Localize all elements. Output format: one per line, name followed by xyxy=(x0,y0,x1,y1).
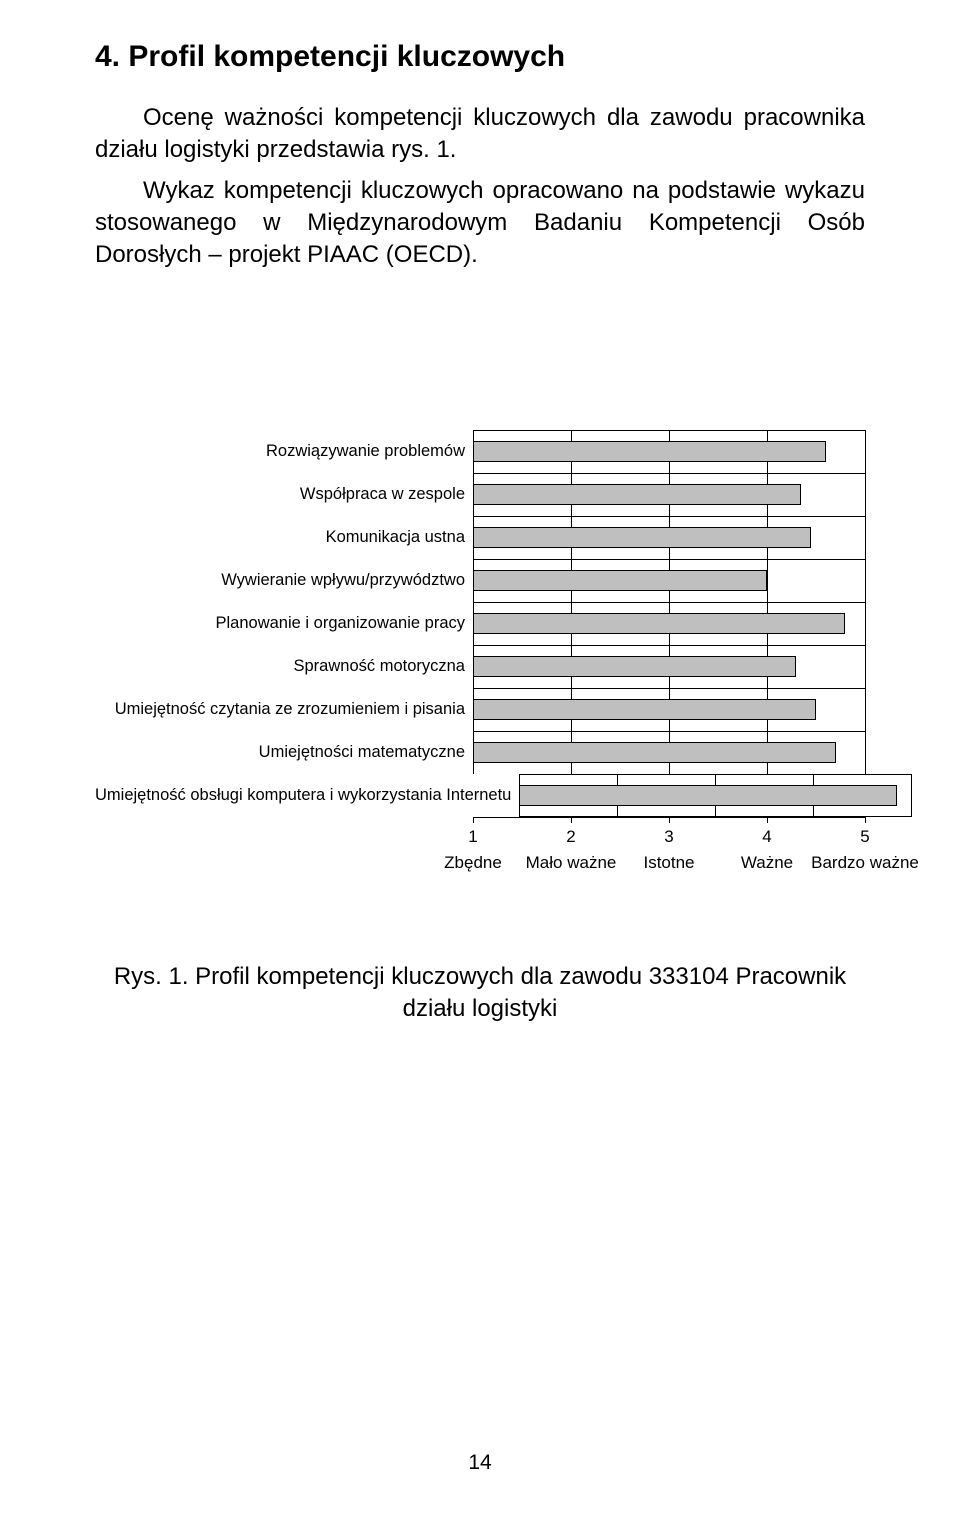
tick-number: 5 xyxy=(860,827,869,847)
tick-mark xyxy=(473,817,474,823)
gridline xyxy=(865,430,866,473)
chart-row: Współpraca w zespole xyxy=(95,473,865,516)
gridline xyxy=(865,602,866,645)
tick-label: Ważne xyxy=(741,853,793,873)
chart-row-label: Sprawność motoryczna xyxy=(95,645,473,688)
chart-row-label: Komunikacja ustna xyxy=(95,516,473,559)
chart-row-plot xyxy=(473,688,865,731)
chart-row-plot xyxy=(473,430,865,473)
tick-label: Zbędne xyxy=(444,853,502,873)
gridline xyxy=(865,559,866,602)
gridline xyxy=(865,688,866,731)
chart-row-plot xyxy=(473,645,865,688)
tick-mark xyxy=(571,817,572,823)
intro-paragraph-1-text: Ocenę ważności kompetencji kluczowych dl… xyxy=(95,104,865,163)
chart-row: Komunikacja ustna xyxy=(95,516,865,559)
page-number: 14 xyxy=(0,1451,960,1475)
chart-row: Rozwiązywanie problemów xyxy=(95,430,865,473)
chart-row-plot xyxy=(473,516,865,559)
gridline-h xyxy=(473,430,865,431)
chart-row-label: Umiejętność czytania ze zrozumieniem i p… xyxy=(95,688,473,731)
gridline xyxy=(911,774,912,817)
tick-number: 1 xyxy=(468,827,477,847)
gridline xyxy=(865,473,866,516)
intro-paragraph-2-text: Wykaz kompetencji kluczowych opracowano … xyxy=(95,177,865,267)
chart-bar xyxy=(473,656,796,677)
chart-bar xyxy=(473,742,836,763)
chart-row-plot xyxy=(473,602,865,645)
chart-bar xyxy=(519,785,896,806)
gridline-h xyxy=(473,602,865,603)
gridline xyxy=(865,645,866,688)
gridline-h xyxy=(473,731,865,732)
intro-paragraph-1: Ocenę ważności kompetencji kluczowych dl… xyxy=(95,102,865,165)
chart-bar xyxy=(473,613,845,634)
chart-row: Wywieranie wpływu/przywództwo xyxy=(95,559,865,602)
tick-mark xyxy=(865,817,866,823)
tick-number: 4 xyxy=(762,827,771,847)
intro-paragraph-2: Wykaz kompetencji kluczowych opracowano … xyxy=(95,175,865,270)
chart-row-label: Umiejętności matematyczne xyxy=(95,731,473,774)
gridline-h xyxy=(473,516,865,517)
gridline-h xyxy=(473,473,865,474)
gridline xyxy=(865,731,866,774)
tick-mark xyxy=(767,817,768,823)
chart-row: Umiejętność czytania ze zrozumieniem i p… xyxy=(95,688,865,731)
chart-bar xyxy=(473,570,767,591)
tick-label: Bardzo ważne xyxy=(811,853,919,873)
chart-row-plot xyxy=(473,473,865,516)
tick-number: 2 xyxy=(566,827,575,847)
figure-caption: Rys. 1. Profil kompetencji kluczowych dl… xyxy=(95,961,865,1024)
tick-label: Mało ważne xyxy=(526,853,617,873)
gridline-h xyxy=(473,688,865,689)
chart-row: Umiejętność obsługi komputera i wykorzys… xyxy=(95,774,865,817)
chart-bar xyxy=(473,527,811,548)
chart-row-label: Wywieranie wpływu/przywództwo xyxy=(95,559,473,602)
tick-mark xyxy=(669,817,670,823)
chart-bar xyxy=(473,699,816,720)
chart-row-label: Umiejętność obsługi komputera i wykorzys… xyxy=(95,774,519,817)
tick-number: 3 xyxy=(664,827,673,847)
chart-row: Planowanie i organizowanie pracy xyxy=(95,602,865,645)
chart-row-plot xyxy=(519,774,911,817)
chart-row-label: Planowanie i organizowanie pracy xyxy=(95,602,473,645)
gridline-h xyxy=(473,645,865,646)
gridline xyxy=(865,516,866,559)
gridline-h xyxy=(519,774,911,775)
chart-row-label: Współpraca w zespole xyxy=(95,473,473,516)
chart-bar xyxy=(473,484,801,505)
tick-label: Istotne xyxy=(643,853,694,873)
chart-row-plot xyxy=(473,559,865,602)
chart-x-axis: 1Zbędne2Mało ważne3Istotne4Ważne5Bardzo … xyxy=(95,817,865,881)
section-heading: 4. Profil kompetencji kluczowych xyxy=(95,40,865,74)
chart-row-plot xyxy=(473,731,865,774)
competency-chart: Rozwiązywanie problemówWspółpraca w zesp… xyxy=(95,430,865,881)
chart-row-label: Rozwiązywanie problemów xyxy=(95,430,473,473)
gridline xyxy=(767,559,768,602)
chart-row: Umiejętności matematyczne xyxy=(95,731,865,774)
chart-row: Sprawność motoryczna xyxy=(95,645,865,688)
gridline-h xyxy=(473,559,865,560)
chart-bar xyxy=(473,441,826,462)
